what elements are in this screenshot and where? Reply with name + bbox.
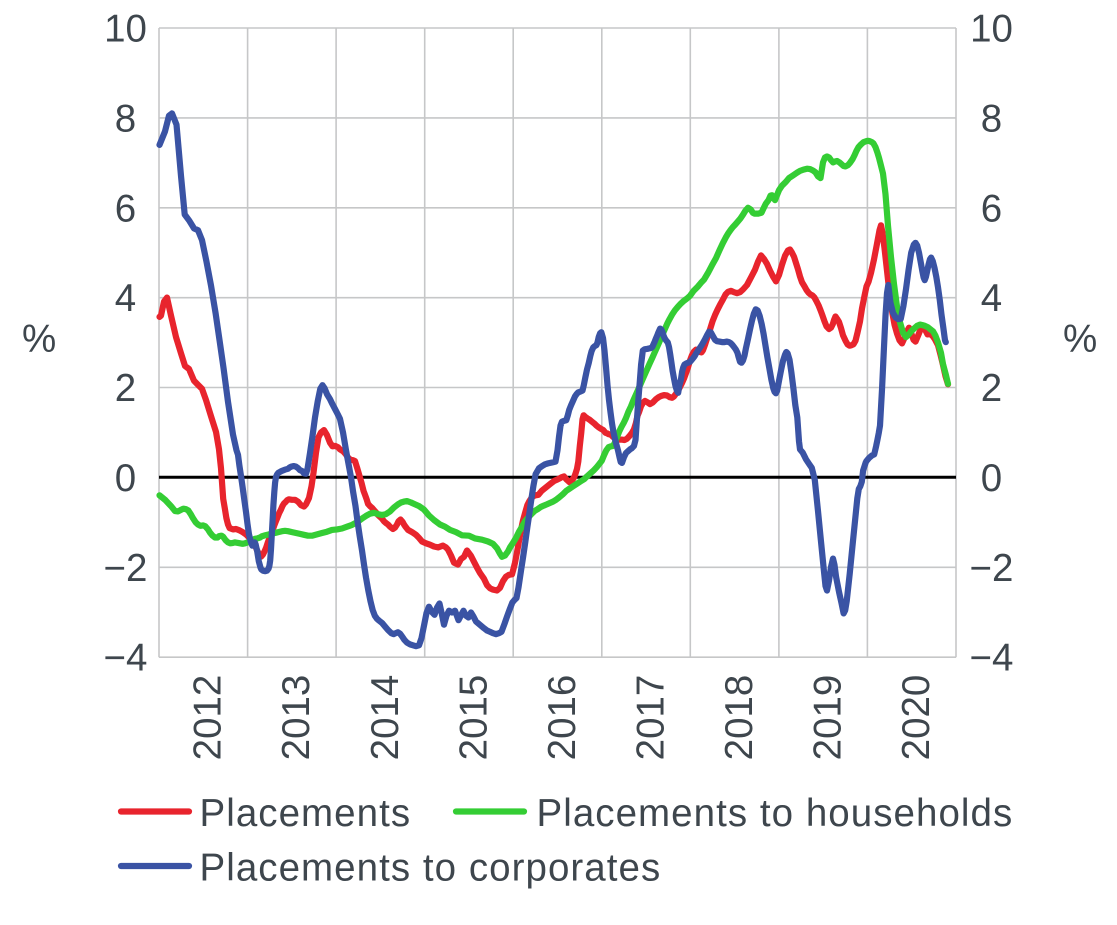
svg-text:2015: 2015 (452, 675, 495, 761)
svg-text:10: 10 (104, 8, 147, 51)
svg-text:6: 6 (981, 187, 1002, 230)
svg-text:8: 8 (981, 97, 1002, 140)
svg-text:2020: 2020 (895, 675, 938, 761)
svg-text:2016: 2016 (541, 675, 584, 761)
svg-text:8: 8 (115, 97, 136, 140)
svg-text:Placements to households: Placements to households (537, 792, 1014, 835)
svg-text:−2: −2 (104, 547, 148, 590)
svg-text:4: 4 (115, 277, 136, 320)
svg-text:2012: 2012 (187, 675, 230, 761)
svg-text:4: 4 (981, 277, 1002, 320)
svg-text:2014: 2014 (364, 675, 407, 761)
svg-text:2019: 2019 (807, 675, 850, 761)
svg-text:0: 0 (981, 457, 1002, 500)
svg-text:Placements to corporates: Placements to corporates (200, 847, 662, 890)
svg-text:2017: 2017 (630, 675, 673, 761)
svg-text:−2: −2 (970, 547, 1014, 590)
svg-text:6: 6 (115, 187, 136, 230)
svg-text:%: % (1063, 318, 1097, 361)
svg-text:2: 2 (981, 367, 1002, 410)
svg-text:2018: 2018 (718, 675, 761, 761)
svg-text:−4: −4 (970, 637, 1014, 680)
svg-text:−4: −4 (104, 637, 148, 680)
svg-text:%: % (22, 318, 56, 361)
svg-text:Placements: Placements (200, 792, 412, 835)
svg-text:10: 10 (970, 8, 1013, 51)
svg-text:0: 0 (115, 457, 136, 500)
svg-text:2: 2 (115, 367, 136, 410)
svg-text:2013: 2013 (275, 675, 318, 761)
